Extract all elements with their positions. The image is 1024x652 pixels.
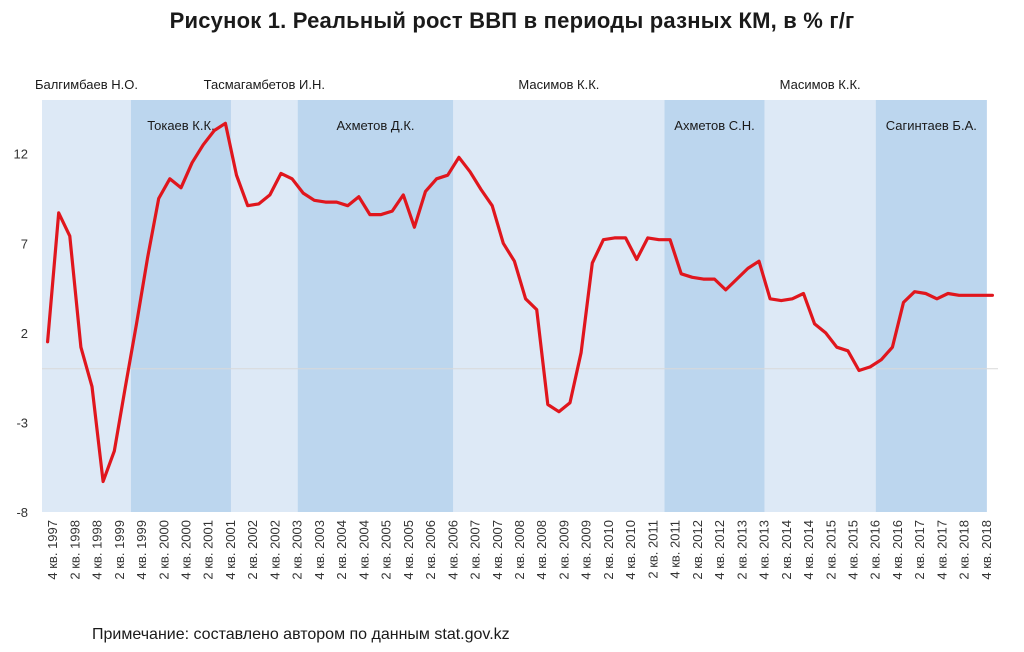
period-band-6 xyxy=(764,100,876,512)
chart-title: Рисунок 1. Реальный рост ВВП в периоды р… xyxy=(169,8,855,33)
x-tick-label: 4 кв. 2018 xyxy=(979,520,994,580)
source-note: Примечание: составлено автором по данным… xyxy=(92,626,510,643)
x-tick-label: 2 кв. 2013 xyxy=(734,520,749,580)
x-tick-label: 2 кв. 2014 xyxy=(779,520,794,580)
x-tick-label: 4 кв. 2010 xyxy=(623,520,638,580)
x-tick-label: 2 кв. 1999 xyxy=(112,520,127,580)
period-label-7: Сагинтаев Б.А. xyxy=(886,118,977,133)
period-band-2 xyxy=(230,100,298,512)
period-bands xyxy=(42,100,987,512)
period-labels: Балгимбаев Н.О. Токаев К.К. Тасмагамбетов … xyxy=(35,77,977,133)
y-tick-label: 2 xyxy=(21,326,28,341)
y-tick-label: 12 xyxy=(14,147,28,162)
x-tick-label: 4 кв. 2011 xyxy=(668,520,683,579)
period-band-3 xyxy=(297,100,454,512)
x-tick-label: 2 кв. 2008 xyxy=(512,520,527,580)
x-tick-label: 2 кв. 2007 xyxy=(468,520,483,580)
period-label-5: Ахметов С.Н. xyxy=(674,118,754,133)
period-label-6: Масимов К.К. xyxy=(780,77,861,92)
x-tick-label: 2 кв. 1998 xyxy=(67,520,82,580)
x-tick-label: 4 кв. 2009 xyxy=(579,520,594,580)
x-tick-label: 4 кв. 2014 xyxy=(801,520,816,580)
period-band-1 xyxy=(130,100,231,512)
y-tick-label: 7 xyxy=(21,236,28,251)
x-tick-label: 2 кв. 2011 xyxy=(645,520,660,579)
x-axis-ticks: 4 кв. 1997 2 кв. 1998 4 кв. 1998 2 кв. 1999… xyxy=(45,520,994,580)
period-label-2: Тасмагамбетов И.Н. xyxy=(204,77,325,92)
x-tick-label: 4 кв. 2000 xyxy=(179,520,194,580)
period-label-1: Токаев К.К. xyxy=(147,118,214,133)
x-tick-label: 4 кв. 2005 xyxy=(401,520,416,580)
x-tick-label: 4 кв. 2003 xyxy=(312,520,327,580)
x-tick-label: 4 кв. 2016 xyxy=(890,520,905,580)
x-tick-label: 4 кв. 2004 xyxy=(356,520,371,580)
x-tick-label: 4 кв. 1997 xyxy=(45,520,60,580)
x-tick-label: 2 кв. 2009 xyxy=(557,520,572,580)
x-tick-label: 2 кв. 2006 xyxy=(423,520,438,580)
x-tick-label: 4 кв. 2007 xyxy=(490,520,505,580)
x-tick-label: 4 кв. 2013 xyxy=(757,520,772,580)
x-tick-label: 4 кв. 2002 xyxy=(267,520,282,580)
x-tick-label: 4 кв. 1999 xyxy=(134,520,149,580)
y-tick-label: -3 xyxy=(16,415,28,430)
x-tick-label: 4 кв. 2015 xyxy=(846,520,861,580)
period-band-0 xyxy=(42,100,131,512)
x-tick-label: 2 кв. 2005 xyxy=(379,520,394,580)
x-tick-label: 2 кв. 2002 xyxy=(245,520,260,580)
x-tick-label: 4 кв. 2012 xyxy=(712,520,727,580)
x-tick-label: 4 кв. 2006 xyxy=(445,520,460,580)
series-line-0 xyxy=(46,121,994,484)
y-tick-label: -8 xyxy=(16,505,28,520)
x-tick-label: 2 кв. 2015 xyxy=(823,520,838,580)
period-label-4: Масимов К.К. xyxy=(518,77,599,92)
x-tick-label: 4 кв. 2017 xyxy=(934,520,949,580)
x-tick-label: 4 кв. 2001 xyxy=(223,520,238,580)
x-tick-label: 2 кв. 2017 xyxy=(912,520,927,580)
period-label-0: Балгимбаев Н.О. xyxy=(35,77,138,92)
period-band-4 xyxy=(453,100,665,512)
x-tick-label: 4 кв. 2008 xyxy=(534,520,549,580)
period-label-3: Ахметов Д.К. xyxy=(336,118,414,133)
y-axis-ticks: 12 7 2 -3 -8 xyxy=(14,147,28,520)
x-tick-label: 2 кв. 2010 xyxy=(601,520,616,580)
x-tick-label: 2 кв. 2004 xyxy=(334,520,349,580)
x-tick-label: 2 кв. 2016 xyxy=(868,520,883,580)
x-tick-label: 2 кв. 2003 xyxy=(290,520,305,580)
x-tick-label: 2 кв. 2000 xyxy=(156,520,171,580)
series-lines xyxy=(46,121,994,484)
x-tick-label: 2 кв. 2001 xyxy=(201,520,216,580)
x-tick-label: 4 кв. 1998 xyxy=(90,520,105,580)
period-band-7 xyxy=(875,100,987,512)
period-band-5 xyxy=(664,100,765,512)
x-tick-label: 2 кв. 2018 xyxy=(957,520,972,580)
x-tick-label: 2 кв. 2012 xyxy=(690,520,705,580)
